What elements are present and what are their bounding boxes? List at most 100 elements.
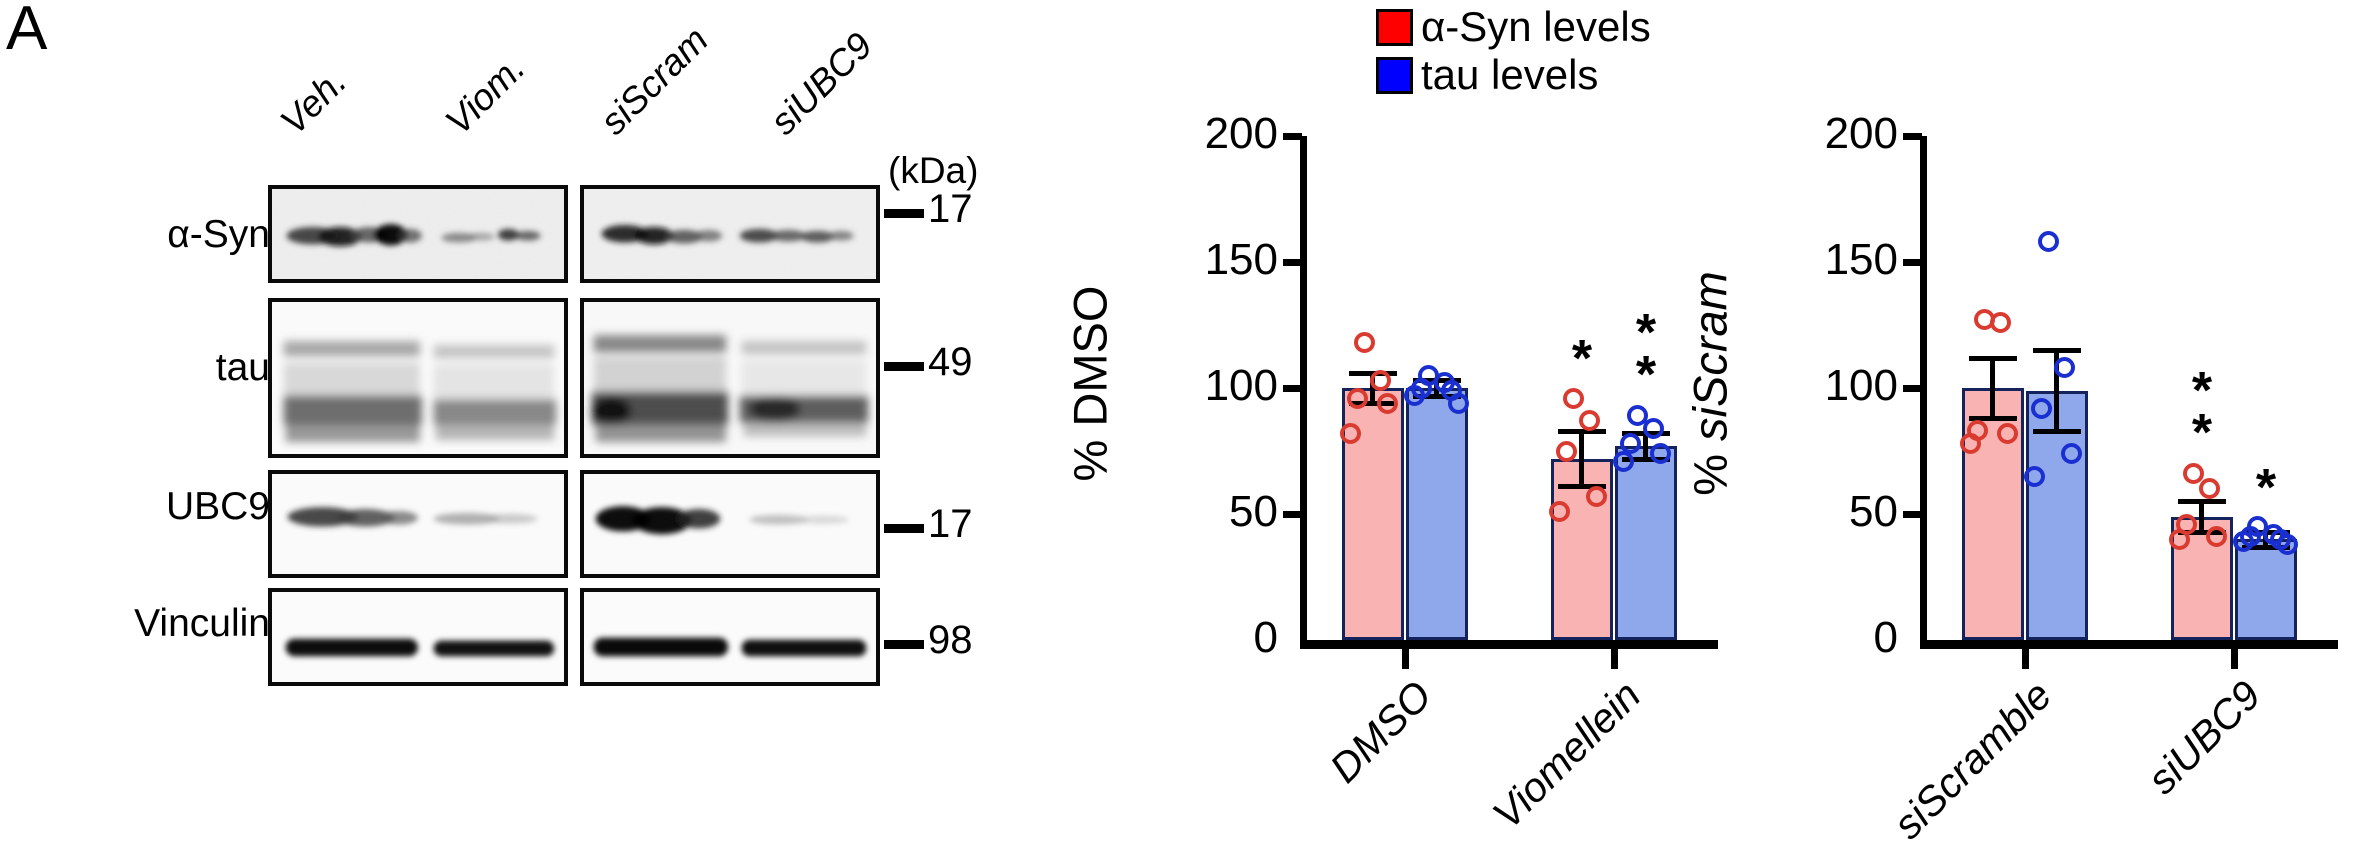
data-point (1650, 443, 1671, 465)
x-axis-tick (2230, 649, 2238, 669)
y-axis-tick (1903, 511, 1922, 518)
error-bar (1990, 357, 1995, 419)
data-point (1586, 485, 1607, 507)
lane-label-viom: Viom. (437, 47, 533, 143)
data-point (2233, 531, 2254, 553)
data-point (1563, 387, 1584, 409)
data-point (1997, 422, 2018, 444)
data-point (1340, 422, 1361, 444)
x-axis-tick-label: siUBC9 (2138, 671, 2269, 803)
chart-legend: α-Syn levels tau levels (1376, 4, 1651, 100)
significance-marker: * * (2191, 361, 2212, 463)
blot-bands-ubc9-left (272, 474, 564, 574)
error-bar-cap (1968, 416, 2017, 422)
blot-row-label-vinculin: Vinculin (134, 602, 270, 645)
significance-marker: * (2255, 458, 2276, 517)
y-axis-tick-label: 200 (1204, 109, 1278, 158)
data-point (2277, 533, 2298, 555)
data-point (1556, 440, 1577, 462)
error-bar-cap (2241, 544, 2290, 550)
data-point (2024, 465, 2045, 487)
bar-tau (1405, 388, 1468, 640)
blot-bands-vinculin-right (584, 592, 876, 682)
legend-item-asyn: α-Syn levels (1376, 4, 1651, 50)
blot-bands-tau-right (584, 302, 876, 454)
error-bar-cap (2032, 348, 2081, 354)
kda-value-ubc9: 17 (928, 502, 973, 546)
x-axis-tick-label: Viomellein (1483, 671, 1649, 838)
kda-tick-vinculin (884, 640, 924, 649)
y-axis-tick (1283, 385, 1302, 392)
kda-value-vinculin: 98 (928, 618, 973, 662)
error-bar (1643, 433, 1648, 459)
y-axis-line (1920, 136, 1927, 646)
data-point (2038, 231, 2059, 253)
blot-bands-asyn-right (584, 189, 876, 279)
x-axis-line (1920, 640, 2338, 649)
bar-chart-percent-dmso: 0 50 100 150 200 % DMSO DMSO Viomellein * * * (1064, 0, 1748, 838)
kda-tick-tau (884, 362, 924, 371)
legend-label-tau: tau levels (1421, 51, 1599, 98)
y-axis-tick (1903, 259, 1922, 266)
data-point (1377, 392, 1398, 414)
blot-panel-asyn-right (580, 185, 880, 283)
y-axis-tick-label: 200 (1824, 109, 1898, 158)
legend-item-tau: tau levels (1376, 52, 1651, 98)
data-point (1370, 369, 1391, 391)
error-bar-cap (2177, 529, 2226, 535)
data-point (1627, 405, 1648, 427)
lane-label-siubc9: siUBC9 (762, 24, 881, 143)
kda-caption: (kDa) (888, 150, 979, 191)
blot-row-label-tau: tau (215, 346, 270, 389)
data-point (2054, 357, 2075, 379)
data-point (1354, 332, 1375, 354)
blot-panel-ubc9-left (268, 470, 568, 578)
data-point (1347, 387, 1368, 409)
data-point (2206, 526, 2227, 548)
y-axis-tick-label: 150 (1824, 235, 1898, 284)
data-point (1620, 432, 1641, 454)
error-bar-cap (1557, 428, 1606, 434)
data-point (1960, 432, 1981, 454)
error-bar-cap (1348, 401, 1397, 407)
x-axis-tick (1401, 649, 1409, 669)
error-bar-cap (1557, 484, 1606, 490)
legend-swatch-asyn (1376, 8, 1413, 46)
error-bar (1579, 430, 1584, 487)
legend-swatch-tau (1376, 56, 1413, 94)
data-point (1549, 500, 1570, 522)
blot-row-label-ubc9: UBC9 (165, 485, 270, 528)
data-point (1643, 417, 1664, 439)
x-axis-line (1300, 640, 1718, 649)
kda-tick-ubc9 (884, 524, 924, 533)
blot-bands-ubc9-right (584, 474, 876, 574)
data-point (1579, 410, 1600, 432)
error-bar-cap (1412, 393, 1461, 399)
y-axis-tick-label: 50 (1229, 487, 1278, 536)
data-point (2199, 478, 2220, 500)
lane-label-veh: Veh. (272, 60, 355, 143)
kda-value-asyn: 17 (928, 187, 973, 231)
bar-tau (2234, 539, 2297, 640)
blot-panel-vinculin-right (580, 588, 880, 686)
error-bar-cap (1621, 456, 1670, 462)
x-axis-tick-label: DMSO (1320, 671, 1440, 792)
lane-label-siscram: siScram (592, 18, 716, 143)
y-axis-tick-label: 100 (1204, 361, 1278, 410)
y-axis-title: % DMSO (1063, 285, 1117, 482)
kda-value-tau: 49 (928, 340, 973, 384)
data-point (2183, 463, 2204, 485)
y-axis-tick (1283, 133, 1302, 140)
x-axis-tick (2021, 649, 2029, 669)
blot-panel-ubc9-right (580, 470, 880, 578)
blot-bands-tau-left (272, 302, 564, 454)
blot-panel-asyn-left (268, 185, 568, 283)
y-axis-tick-label: 100 (1824, 361, 1898, 410)
data-point (1448, 392, 1469, 414)
y-axis-tick-label: 0 (1873, 613, 1898, 662)
blot-bands-vinculin-left (272, 592, 564, 682)
panel-letter-a: A (6, 0, 48, 63)
y-axis-line (1300, 136, 1307, 646)
data-point (1404, 385, 1425, 407)
significance-marker: * (1571, 330, 1592, 389)
